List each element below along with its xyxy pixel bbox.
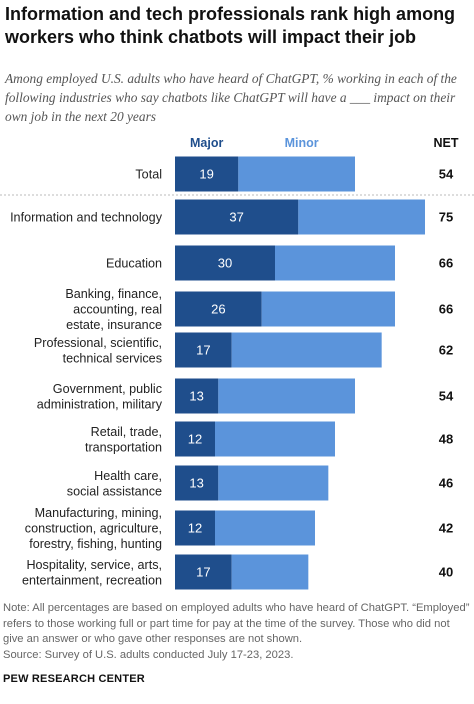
bar-value-label: 30 [218, 256, 232, 271]
bar-value-label: 19 [199, 167, 213, 182]
bar-value-label: 13 [189, 389, 203, 404]
category-label: Education [106, 257, 162, 271]
net-value: 66 [439, 256, 453, 271]
bar-major [175, 554, 232, 590]
footer-brand: PEW RESEARCH CENTER [3, 673, 145, 685]
bar-value-label: 12 [188, 432, 202, 447]
bar-minor [261, 291, 395, 327]
category-label: Banking, finance, accounting, real estate,… [65, 287, 162, 332]
net-value: 75 [439, 210, 453, 225]
bar-major [175, 199, 299, 235]
net-value: 54 [439, 389, 454, 404]
bar-major [175, 378, 219, 414]
category-label: Manufacturing, mining, construction, agri… [25, 506, 162, 551]
category-label: Total [135, 168, 162, 182]
net-header: NET [434, 136, 459, 150]
bar-value-label: 26 [211, 302, 225, 317]
bar-major [175, 245, 275, 281]
category-label: Retail, trade, transportation [85, 425, 162, 455]
bar-minor [231, 332, 382, 368]
net-value: 62 [439, 343, 453, 358]
bar-major [175, 291, 262, 327]
bar-minor [231, 554, 309, 590]
bar-minor [218, 378, 355, 414]
category-label: Government, public administration, milita… [37, 382, 163, 412]
bar-minor [215, 421, 335, 457]
legend-minor: Minor [285, 136, 319, 150]
category-label: Professional, scientific, technical servi… [34, 336, 162, 366]
bar-minor [215, 510, 315, 546]
net-value: 66 [439, 302, 453, 317]
bar-major [175, 510, 215, 546]
chart-note: Note: All percentages are based on emplo… [3, 602, 470, 645]
bar-major [175, 421, 215, 457]
bar-minor [275, 245, 395, 281]
bar-value-label: 17 [196, 343, 210, 358]
bar-major [175, 465, 219, 501]
chart-source: Source: Survey of U.S. adults conducted … [3, 649, 294, 661]
bar-value-label: 37 [229, 210, 243, 225]
bar-major [175, 332, 232, 368]
net-value: 48 [439, 432, 453, 447]
bar-value-label: 17 [196, 565, 210, 580]
bar-minor [238, 156, 355, 192]
category-label: Health care, social assistance [67, 469, 162, 499]
net-value: 40 [439, 565, 453, 580]
net-value: 46 [439, 476, 453, 491]
net-value: 54 [439, 167, 454, 182]
net-value: 42 [439, 521, 453, 536]
bar-minor [298, 199, 425, 235]
category-label: Hospitality, service, arts, entertainment… [22, 558, 162, 588]
chart-subtitle: Among employed U.S. adults who have hear… [5, 71, 457, 124]
category-label: Information and technology [10, 211, 163, 225]
chart-title: Information and tech professionals rank … [5, 4, 456, 47]
bar-value-label: 12 [188, 521, 202, 536]
bar-major [175, 156, 239, 192]
legend-major: Major [190, 136, 223, 150]
bar-value-label: 13 [189, 476, 203, 491]
bar-minor [218, 465, 329, 501]
